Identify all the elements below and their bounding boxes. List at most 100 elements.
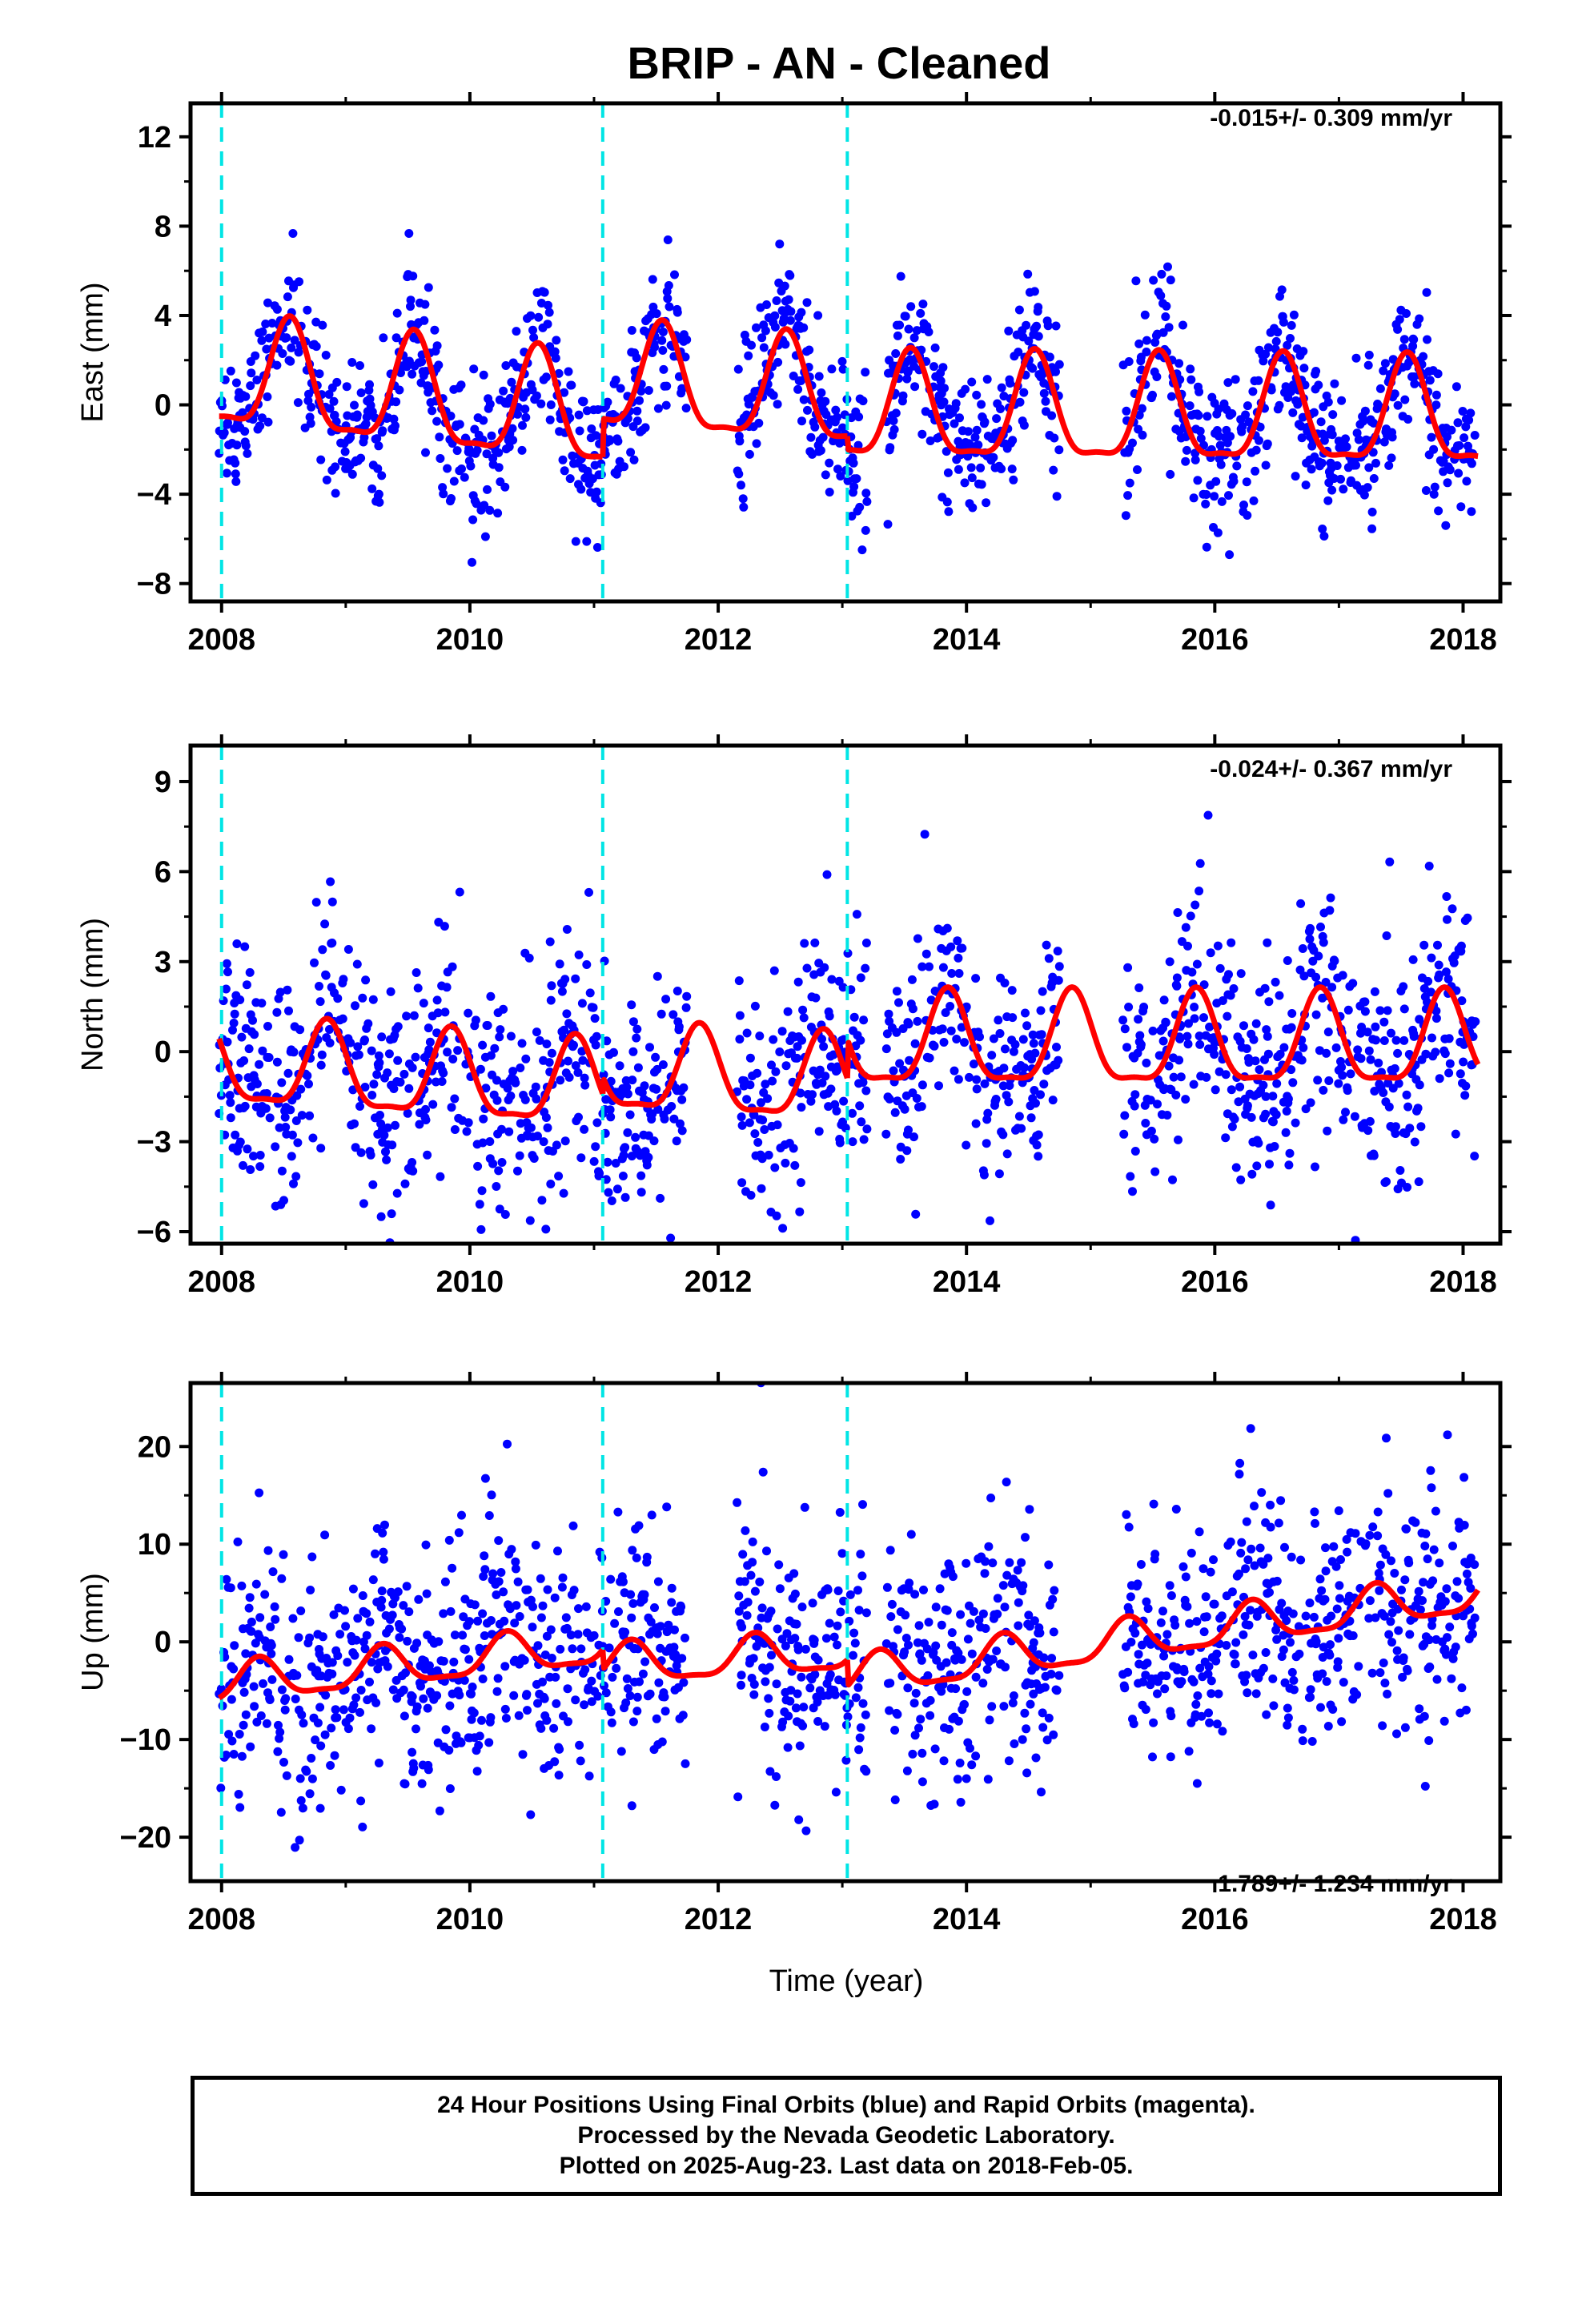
- data-point: [1450, 951, 1460, 961]
- data-point: [1142, 348, 1151, 356]
- data-point: [1235, 1458, 1245, 1468]
- data-point: [494, 448, 504, 457]
- data-point: [500, 1616, 509, 1626]
- data-point: [1327, 485, 1337, 495]
- data-point: [1195, 1527, 1204, 1537]
- data-point: [582, 406, 592, 416]
- data-point: [1456, 502, 1466, 512]
- data-point: [564, 1072, 574, 1082]
- data-point: [1251, 466, 1260, 476]
- y-tick-label: −4: [137, 478, 171, 512]
- data-point: [1311, 367, 1321, 376]
- data-point: [544, 308, 554, 317]
- data-point: [908, 1004, 917, 1014]
- data-point: [408, 1692, 417, 1702]
- data-point: [1388, 355, 1398, 364]
- data-point: [783, 1743, 793, 1752]
- data-point: [282, 1771, 291, 1780]
- data-point: [1352, 1690, 1362, 1699]
- data-point: [782, 1629, 792, 1638]
- data-point: [1217, 1611, 1227, 1621]
- data-point: [891, 408, 901, 418]
- data-point: [1202, 1072, 1211, 1082]
- data-point: [861, 939, 871, 947]
- data-point: [913, 1016, 922, 1026]
- data-point: [859, 1135, 869, 1144]
- data-point: [961, 384, 970, 394]
- data-point: [577, 999, 587, 1008]
- data-point: [917, 429, 927, 439]
- data-point: [1231, 375, 1240, 384]
- data-point: [1146, 1639, 1155, 1649]
- data-point: [660, 1114, 669, 1124]
- data-point: [534, 312, 544, 322]
- data-point: [967, 1649, 977, 1659]
- data-point: [625, 1110, 635, 1120]
- data-point: [565, 474, 575, 484]
- data-point: [1262, 1710, 1271, 1719]
- data-point: [603, 1157, 612, 1167]
- data-point: [1226, 991, 1235, 1000]
- data-point: [967, 377, 977, 387]
- data-point: [294, 348, 303, 357]
- data-point: [1296, 899, 1306, 908]
- data-point: [412, 968, 421, 977]
- data-point: [1379, 1017, 1389, 1027]
- data-point: [495, 1032, 504, 1042]
- data-point: [1020, 1708, 1030, 1718]
- data-point: [1445, 465, 1455, 475]
- data-point: [799, 1703, 809, 1712]
- data-point: [1042, 940, 1051, 950]
- data-point: [1299, 364, 1309, 373]
- data-point: [400, 1711, 409, 1721]
- data-point: [241, 441, 251, 451]
- data-point: [327, 1658, 337, 1667]
- data-point: [1239, 1630, 1248, 1639]
- data-point: [679, 1083, 689, 1092]
- data-point: [1441, 967, 1451, 977]
- data-point: [1199, 440, 1208, 450]
- data-point: [620, 462, 628, 472]
- data-point: [1391, 1122, 1400, 1132]
- data-point: [1214, 1689, 1223, 1699]
- data-point: [616, 1747, 626, 1756]
- data-point: [327, 1723, 336, 1733]
- data-point: [1014, 305, 1024, 315]
- data-point: [1051, 321, 1061, 331]
- data-point: [914, 1621, 924, 1630]
- data-point: [272, 1007, 282, 1017]
- data-point: [827, 364, 837, 374]
- data-point: [1280, 1542, 1289, 1552]
- data-point: [245, 1593, 255, 1602]
- data-point: [669, 1642, 679, 1652]
- data-point: [793, 1042, 802, 1051]
- data-point: [289, 1179, 298, 1188]
- data-point: [553, 1546, 562, 1556]
- data-point: [1455, 440, 1464, 450]
- data-point: [241, 392, 251, 401]
- data-point: [837, 1549, 847, 1558]
- data-point: [541, 1113, 551, 1122]
- data-point: [292, 1091, 302, 1100]
- data-point: [1274, 1518, 1283, 1528]
- data-point: [1456, 1069, 1465, 1079]
- data-point: [1251, 1689, 1261, 1699]
- data-point: [263, 1022, 272, 1031]
- data-point: [582, 960, 592, 969]
- data-point: [1222, 1641, 1231, 1650]
- data-point: [797, 308, 806, 317]
- data-point: [1416, 1122, 1426, 1132]
- data-point: [652, 309, 661, 319]
- data-point: [843, 948, 853, 958]
- data-point: [803, 405, 812, 415]
- data-point: [250, 1030, 259, 1039]
- data-point: [762, 300, 771, 309]
- data-point: [361, 419, 371, 428]
- data-point: [440, 1577, 450, 1586]
- data-point: [289, 1047, 299, 1057]
- data-point: [770, 311, 780, 320]
- data-point: [861, 1086, 871, 1096]
- data-point: [560, 1136, 570, 1146]
- data-point: [381, 1147, 390, 1156]
- data-point: [1038, 1708, 1047, 1718]
